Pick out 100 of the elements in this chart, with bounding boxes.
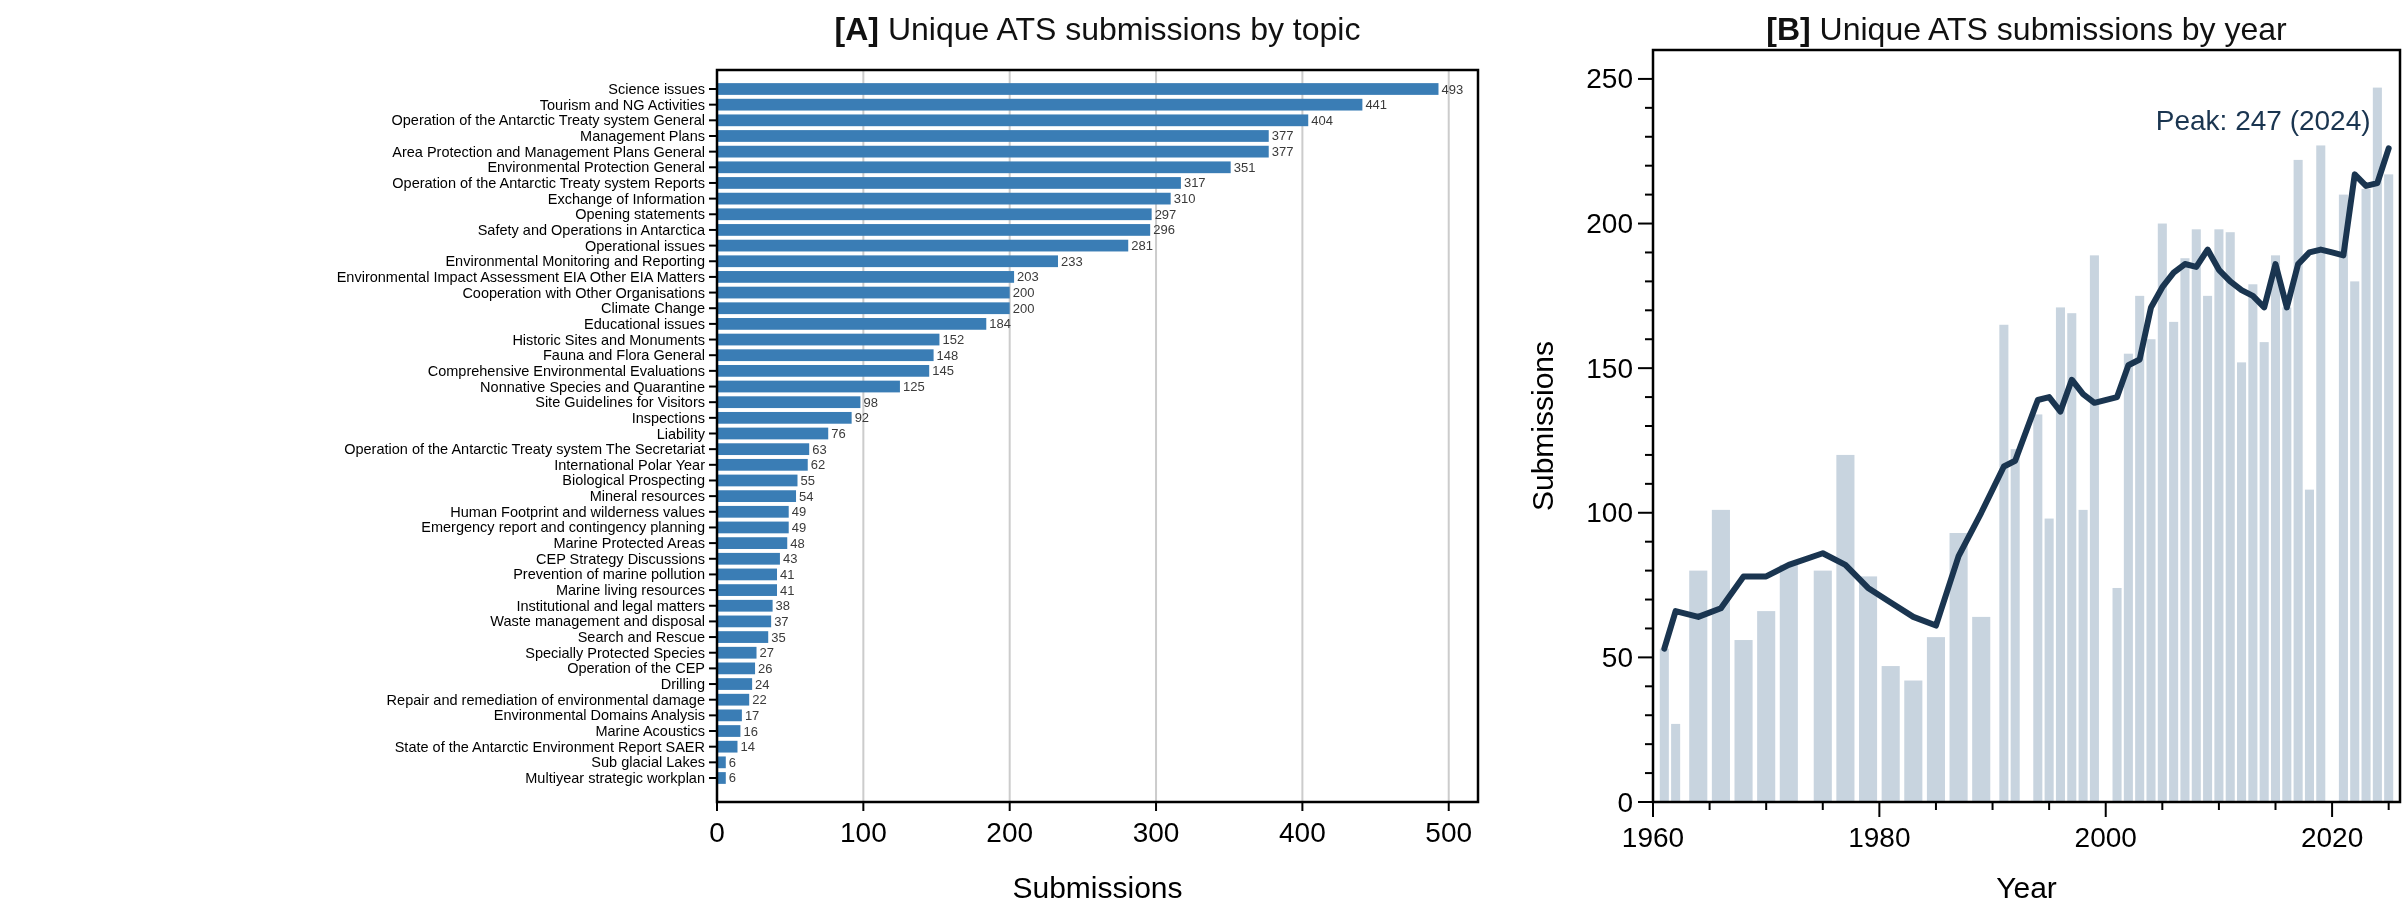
data-label: 200 (1012, 300, 1035, 316)
y-tick-label: 150 (1586, 352, 1633, 384)
y-tick-label: 50 (1601, 641, 1633, 673)
y-tick-label: 100 (1586, 497, 1633, 529)
y-tick-label: Multiyear strategic workplan (525, 770, 705, 786)
x-tick-label: 1980 (1848, 822, 1911, 853)
x-tick-label: 0 (709, 817, 725, 848)
y-tick-label: 250 (1586, 63, 1633, 95)
chart-title: [B] Unique ATS submissions by year (1766, 11, 2288, 47)
y-tick-label: Marine Acoustics (595, 723, 705, 740)
y-tick-label: Area Protection and Management Plans General (392, 143, 705, 160)
data-label: 441 (1365, 97, 1388, 113)
y-tick-label: Marine living resources (555, 582, 705, 599)
data-label: 404 (1311, 112, 1333, 128)
y-tick-label: Specially Protected Species (525, 644, 705, 661)
data-label: 317 (1183, 175, 1206, 191)
x-axis-title: Submissions (1012, 871, 1183, 904)
data-label: 16 (743, 723, 758, 739)
y-tick-label: Liability (656, 425, 706, 442)
y-tick-label: Mineral resources (589, 488, 705, 505)
annotation: Peak: 247 (2024) (2155, 104, 2371, 136)
y-tick-label: CEP Strategy Discussions (536, 550, 705, 567)
y-tick-label: Sub glacial Lakes (591, 754, 705, 771)
data-label: 351 (1233, 159, 1256, 175)
data-label: 43 (782, 551, 798, 567)
chart-title: [A] Unique ATS submissions by topic (834, 11, 1361, 47)
data-label: 296 (1153, 222, 1175, 238)
data-label: 184 (989, 316, 1011, 332)
y-tick-label: Biological Prospecting (562, 472, 705, 489)
y-tick-label: Climate Change (601, 300, 705, 317)
data-label: 54 (799, 488, 814, 504)
y-tick-label: Operation of the CEP (567, 660, 705, 677)
x-tick-label: 200 (986, 817, 1034, 848)
x-axis-title: Year (1996, 871, 2057, 904)
y-tick-label: Cooperation with Other Organisations (462, 284, 705, 301)
x-tick-label: 300 (1132, 817, 1180, 848)
x-tick-label: 2020 (2300, 822, 2364, 853)
data-label: 6 (728, 754, 737, 770)
x-tick-label: 2000 (2074, 822, 2137, 853)
y-tick-label: Environmental Monitoring and Reporting (445, 253, 705, 270)
data-label: 41 (780, 582, 795, 598)
y-tick-label: Opening statements (575, 206, 705, 223)
data-label: 26 (758, 660, 773, 676)
data-label: 98 (863, 394, 878, 410)
data-label: 233 (1060, 253, 1083, 269)
data-label: 377 (1271, 128, 1294, 144)
data-label: 22 (752, 692, 767, 708)
data-label: 55 (800, 472, 815, 488)
data-label: 6 (728, 770, 737, 786)
data-label: 297 (1154, 206, 1177, 222)
y-tick-label: Tourism and NG Activities (539, 96, 705, 113)
x-tick-label: 1960 (1621, 822, 1685, 853)
y-tick-label: Institutional and legal matters (516, 597, 705, 614)
data-label: 38 (775, 598, 791, 614)
y-tick-label: Human Footprint and wilderness values (450, 503, 705, 520)
data-label: 27 (759, 645, 774, 661)
y-tick-label: Operation of the Antarctic Treaty system Reports (392, 174, 705, 191)
data-label: 200 (1012, 285, 1035, 301)
y-tick-label: Environmental Impact Assessment EIA Other EIA Matters (336, 268, 705, 285)
data-label: 62 (810, 457, 826, 473)
data-label: 152 (942, 332, 965, 348)
data-label: 281 (1131, 238, 1153, 254)
y-tick-label: Environmental Protection General (487, 159, 705, 176)
data-label: 493 (1441, 81, 1464, 97)
data-label: 35 (771, 629, 786, 645)
y-tick-label: Marine Protected Areas (553, 535, 705, 552)
y-tick-label: 200 (1586, 208, 1633, 240)
data-label: 125 (902, 379, 925, 395)
y-tick-label: Repair and remediation of environmental damage (386, 691, 705, 708)
y-tick-label: Comprehensive Environmental Evaluations (427, 362, 705, 379)
data-label: 92 (854, 410, 870, 426)
data-label: 63 (812, 441, 827, 457)
y-tick-label: International Polar Year (554, 456, 706, 473)
y-tick-label: Operation of the Antarctic Treaty system The Secretariat (344, 441, 705, 458)
y-tick-label: Waste management and disposal (490, 613, 705, 630)
y-tick-label: 0 (1617, 786, 1633, 818)
y-tick-label: Educational issues (584, 315, 705, 332)
y-tick-label: Fauna and Flora General (542, 347, 705, 364)
data-label: 49 (791, 504, 807, 520)
y-tick-label: Prevention of marine pollution (513, 566, 705, 583)
y-tick-label: Science issues (608, 81, 705, 97)
y-axis-title: Submissions (1526, 340, 1559, 512)
y-tick-label: Management Plans (580, 127, 705, 144)
data-label: 203 (1017, 269, 1039, 285)
y-tick-label: Historic Sites and Monuments (512, 331, 705, 348)
data-label: 14 (740, 739, 755, 755)
y-tick-label: Site Guidelines for Visitors (535, 394, 705, 411)
y-tick-label: Operational issues (584, 237, 705, 254)
y-tick-label: Drilling (660, 676, 705, 693)
data-label: 49 (791, 519, 807, 535)
data-label: 17 (744, 707, 760, 723)
x-tick-label: 500 (1425, 817, 1473, 848)
data-label: 76 (831, 426, 846, 441)
y-tick-label: State of the Antarctic Environment Report SAER (394, 738, 705, 755)
y-tick-label: Nonnative Species and Quarantine (480, 378, 705, 395)
y-tick-label: Emergency report and contingency planning (421, 519, 705, 536)
data-label: 48 (790, 535, 805, 551)
data-label: 377 (1271, 144, 1294, 160)
data-label: 37 (774, 613, 789, 629)
y-tick-label: Safety and Operations in Antarctica (477, 221, 706, 238)
